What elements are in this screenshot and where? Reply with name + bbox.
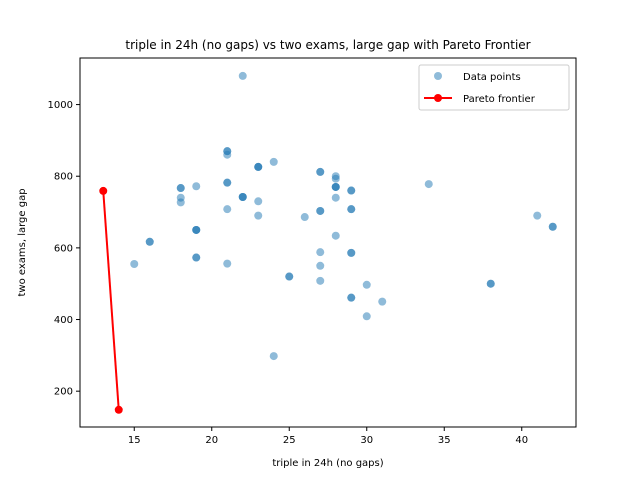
- x-axis-ticks: 15 20 25 30 35 40: [128, 427, 528, 446]
- data-point: [176, 184, 185, 193]
- data-point: [238, 71, 247, 80]
- data-point: [331, 174, 340, 183]
- y-tick-label: 200: [54, 387, 73, 398]
- x-axis-label: triple in 24h (no gaps): [272, 458, 383, 469]
- pareto-point: [114, 405, 123, 414]
- data-point: [192, 225, 201, 234]
- data-point: [316, 206, 325, 215]
- y-tick-label: 600: [54, 243, 73, 254]
- data-point: [254, 197, 263, 206]
- y-tick-label: 800: [54, 172, 73, 183]
- data-point: [269, 352, 278, 361]
- x-tick-label: 40: [515, 435, 528, 446]
- data-point: [223, 150, 232, 159]
- x-tick-label: 20: [205, 435, 218, 446]
- data-point: [176, 198, 185, 207]
- x-tick-label: 35: [438, 435, 451, 446]
- data-point: [192, 182, 201, 191]
- data-point: [424, 180, 433, 189]
- data-point: [347, 205, 356, 214]
- data-point: [254, 211, 263, 220]
- data-point: [316, 248, 325, 257]
- data-point: [254, 162, 263, 171]
- y-tick-label: 400: [54, 315, 73, 326]
- data-point: [362, 312, 371, 321]
- legend-marker-data-points: [434, 72, 442, 80]
- data-point: [316, 167, 325, 176]
- data-points-layer: [130, 71, 557, 361]
- data-point: [130, 260, 139, 268]
- pareto-frontier-line: [102, 190, 120, 410]
- plot-area-frame: [79, 57, 577, 428]
- data-point: [347, 186, 356, 195]
- y-tick-label: 1000: [48, 100, 73, 111]
- legend: Data points Pareto frontier: [418, 64, 570, 111]
- data-point: [347, 293, 356, 302]
- chart-title: triple in 24h (no gaps) vs two exams, la…: [125, 38, 530, 52]
- y-axis-label: two exams, large gap: [17, 188, 28, 296]
- data-point: [331, 231, 340, 240]
- data-point: [223, 178, 232, 187]
- data-point: [223, 259, 232, 268]
- x-tick-label: 15: [128, 435, 141, 446]
- data-point: [300, 213, 309, 222]
- data-point: [285, 272, 294, 281]
- data-point: [548, 222, 557, 231]
- data-point: [378, 297, 387, 306]
- legend-box: [418, 64, 570, 111]
- x-tick-label: 25: [283, 435, 296, 446]
- x-tick-label: 30: [360, 435, 373, 446]
- data-point: [331, 193, 340, 202]
- pareto-point: [99, 186, 108, 195]
- data-point: [223, 205, 232, 214]
- data-point: [533, 211, 542, 220]
- data-point: [347, 248, 356, 257]
- y-axis-ticks: 200 400 600 800 1000: [48, 100, 80, 398]
- data-point: [316, 276, 325, 285]
- legend-marker-pareto-frontier: [434, 94, 442, 102]
- data-point: [192, 253, 201, 262]
- pareto-frontier-layer: [99, 186, 123, 414]
- data-point: [238, 193, 247, 201]
- data-point: [269, 157, 278, 166]
- legend-label-data-points: Data points: [463, 72, 521, 83]
- data-point: [486, 279, 495, 288]
- data-point: [316, 261, 325, 270]
- data-point: [362, 280, 371, 289]
- data-point: [331, 182, 340, 191]
- data-point: [145, 237, 154, 246]
- legend-label-pareto-frontier: Pareto frontier: [463, 94, 536, 105]
